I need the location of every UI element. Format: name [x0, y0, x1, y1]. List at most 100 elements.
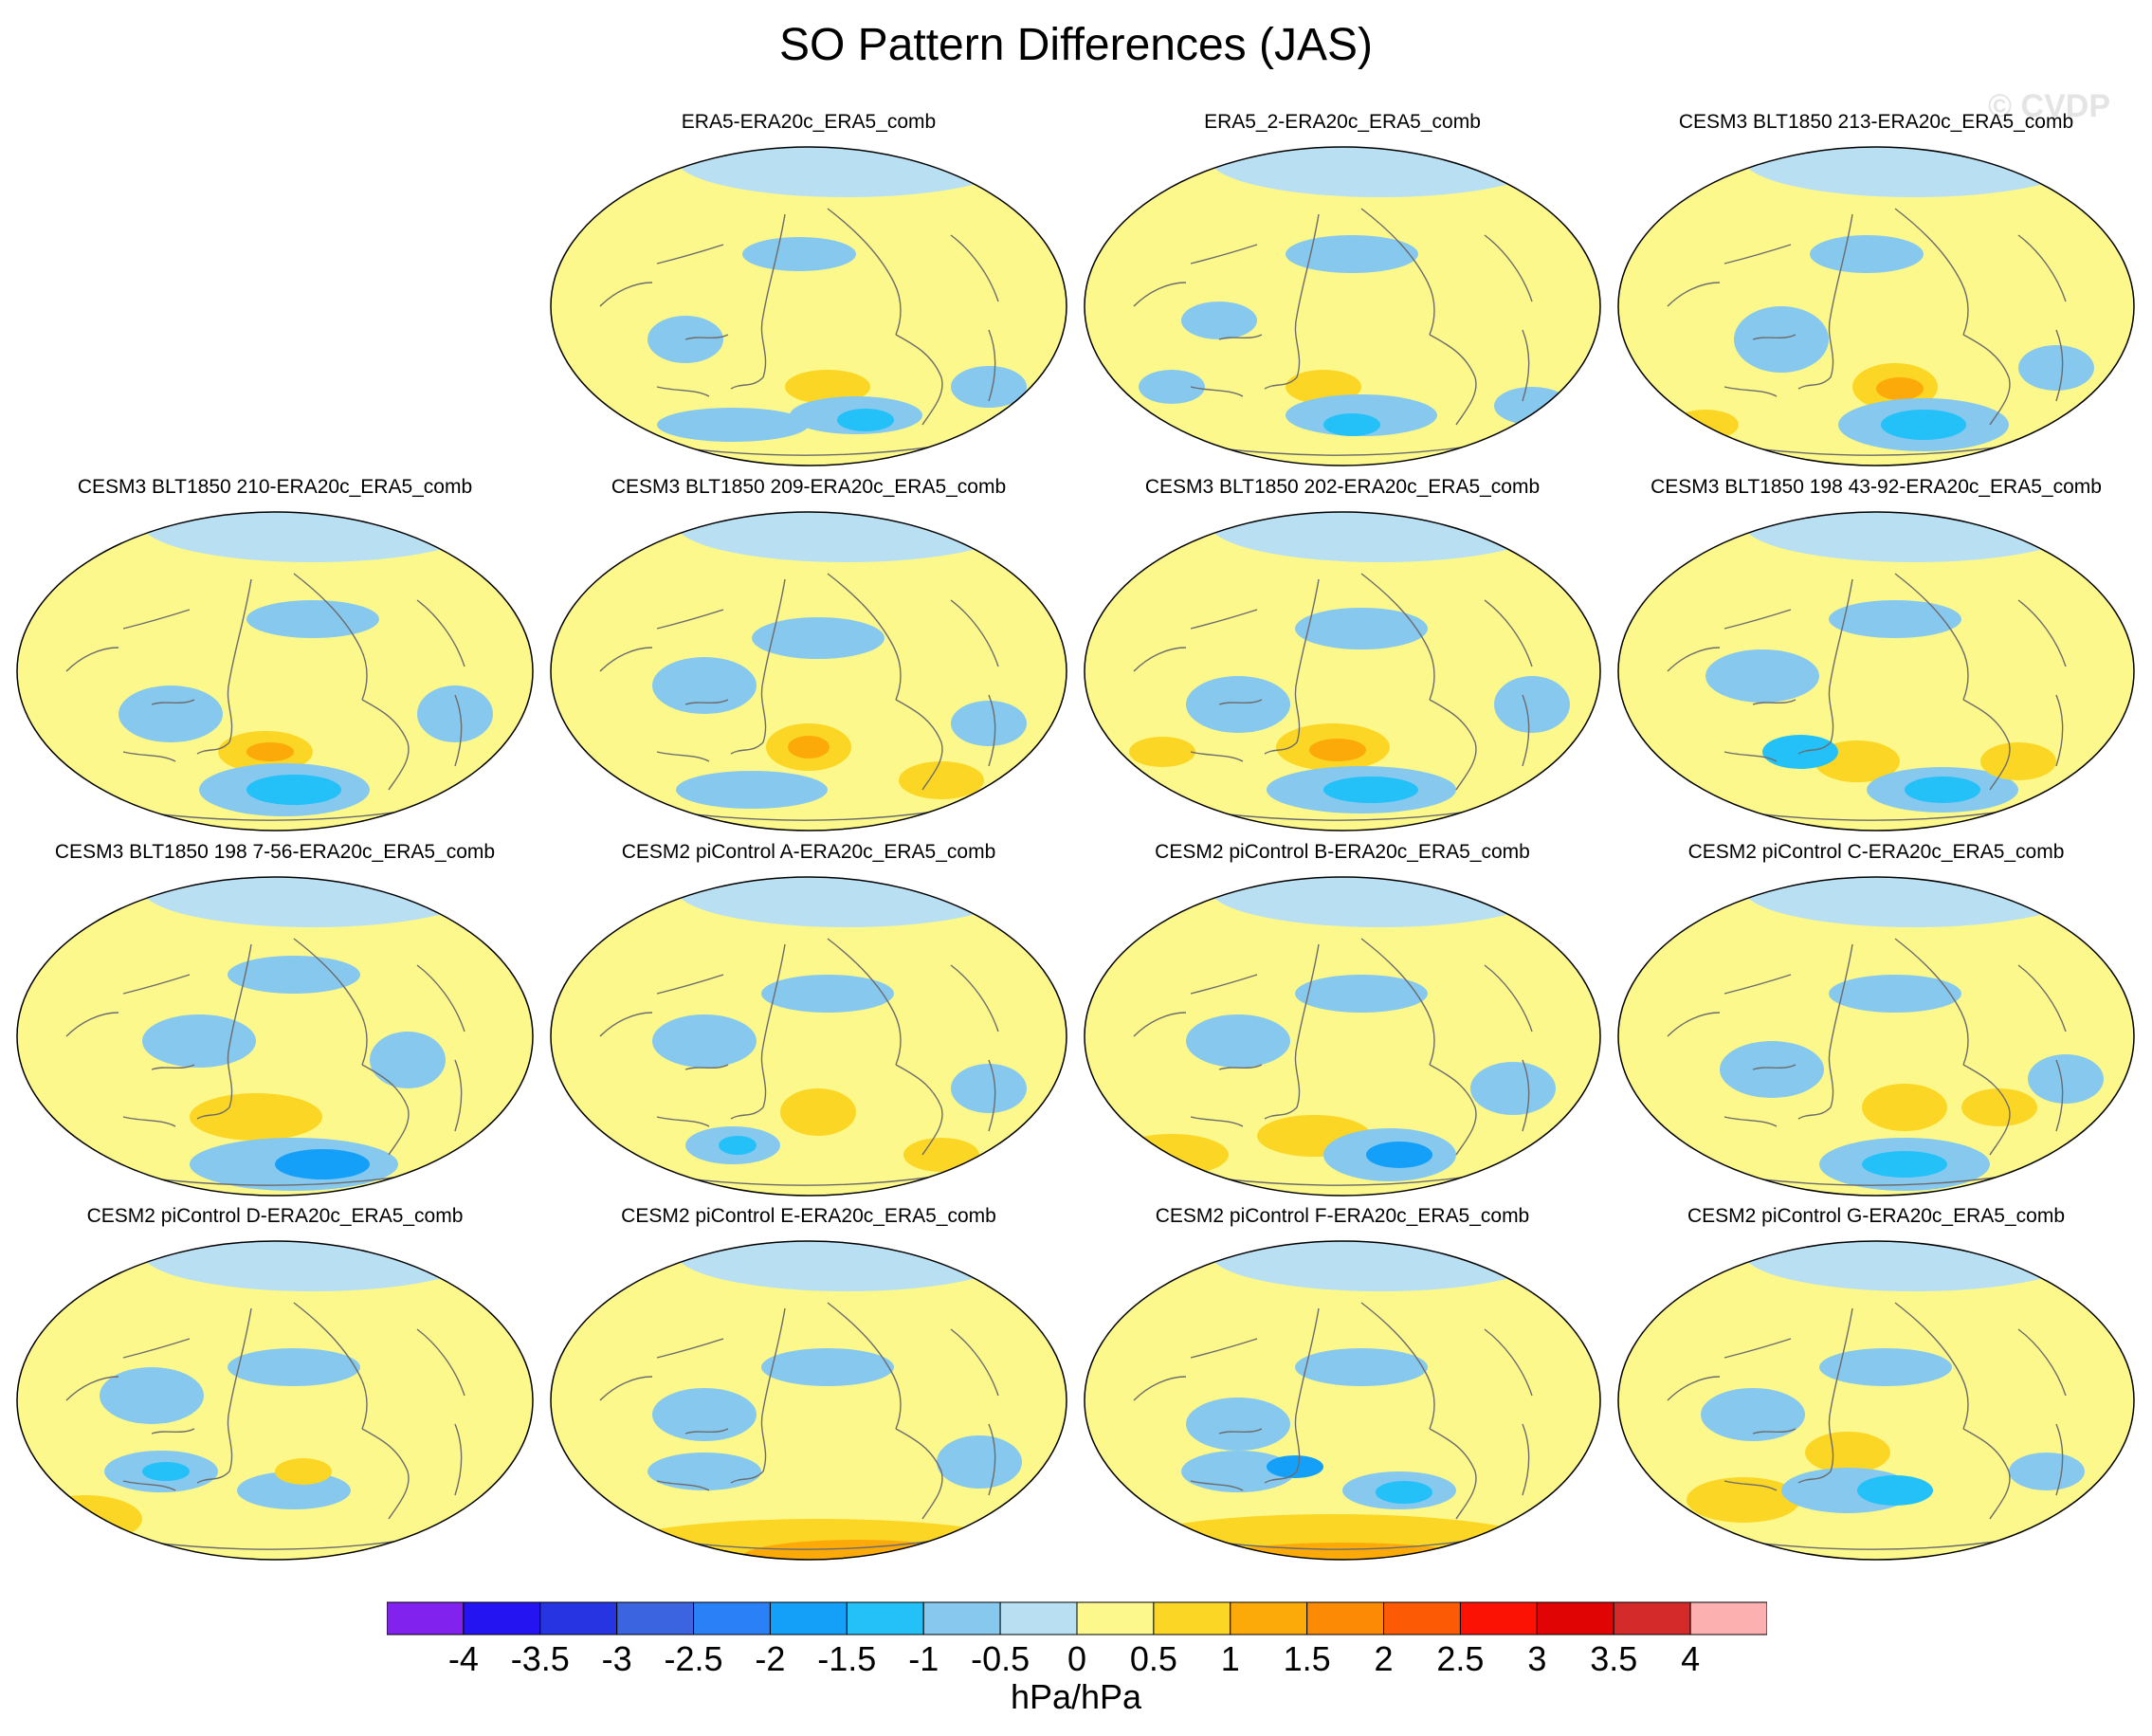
panel-title: CESM2 piControl D-ERA20c_ERA5_comb — [86, 1205, 464, 1227]
coastline — [1667, 1012, 1721, 1037]
colorbar-segment — [539, 1601, 618, 1635]
anomaly-contour — [417, 685, 493, 742]
globe-outline — [550, 146, 1067, 466]
colorbar-tick-label: -1.5 — [817, 1639, 877, 1678]
anomaly-contour — [761, 975, 894, 1013]
coastline — [361, 1064, 410, 1156]
panel-title: CESM2 piControl F-ERA20c_ERA5_comb — [1155, 1205, 1530, 1227]
coastline — [1484, 1328, 1533, 1397]
coastline — [1522, 1423, 1530, 1496]
figure-title: SO Pattern Differences (JAS) — [778, 20, 1373, 70]
anomaly-contour — [652, 1388, 757, 1441]
coastline — [122, 974, 191, 995]
anomaly-contour — [1376, 1481, 1432, 1504]
coastline — [1294, 578, 1320, 743]
coastline — [950, 234, 999, 302]
anomaly-contour — [1115, 1134, 1229, 1176]
coastline — [122, 609, 191, 630]
coastline — [599, 1376, 653, 1401]
colorbar-segment — [1459, 1601, 1538, 1635]
anomaly-contour — [246, 600, 379, 638]
coastline — [2055, 329, 2064, 402]
colorbar-tick-label: -0.5 — [971, 1639, 1030, 1678]
coastline — [1828, 213, 1853, 378]
anomaly-contour — [652, 657, 757, 714]
colorbar-segment — [616, 1601, 695, 1635]
coastline — [950, 599, 999, 667]
coastline — [760, 1307, 786, 1472]
coastline — [1294, 943, 1320, 1108]
coastline — [1962, 699, 2011, 791]
panel-title: CESM3 BLT1850 213-ERA20c_ERA5_comb — [1678, 111, 2074, 133]
map-panel: CESM3 BLT1850 213-ERA20c_ERA5_comb — [1611, 110, 2142, 475]
anomaly-contour — [1720, 1041, 1824, 1098]
coastline — [827, 938, 902, 1066]
coastline — [2017, 234, 2067, 302]
coastline — [1190, 1480, 1244, 1491]
anomaly-contour — [1295, 1348, 1428, 1386]
anomaly-contour — [647, 1453, 761, 1490]
coastline — [1797, 1106, 1832, 1120]
panel-title: CESM3 BLT1850 202-ERA20c_ERA5_comb — [1144, 476, 1541, 498]
coastline — [1429, 1428, 1477, 1520]
coastline — [1264, 1106, 1298, 1120]
anomaly-contour — [1366, 1142, 1432, 1168]
globe-map — [550, 146, 1067, 466]
map-panel: CESM2 piControl F-ERA20c_ERA5_comb — [1077, 1204, 1608, 1569]
anomaly-contour — [1295, 975, 1428, 1013]
anomaly-contour — [752, 617, 885, 659]
anomaly-contour — [676, 771, 828, 809]
anomaly-contour — [142, 1014, 256, 1068]
coastline — [151, 1428, 195, 1434]
coastline — [227, 943, 252, 1108]
coastline — [1190, 609, 1258, 630]
coastline — [416, 1328, 465, 1397]
coastline — [1828, 943, 1853, 1108]
globe-outline — [1084, 511, 1601, 831]
colorbar-segment — [1306, 1601, 1385, 1635]
anomaly-contour — [1200, 1543, 1485, 1560]
globe-map — [16, 511, 534, 831]
coastline — [988, 329, 996, 402]
anomaly-contour — [1876, 377, 1924, 400]
coastline — [656, 751, 710, 762]
colorbar-segment — [693, 1601, 771, 1635]
panel-title: ERA5-ERA20c_ERA5_comb — [681, 111, 937, 133]
coastline — [151, 1539, 409, 1550]
coastline — [1360, 1302, 1435, 1430]
coastline — [1218, 1175, 1476, 1186]
coastline — [950, 964, 999, 1032]
colorbar-tick-label: 4 — [1681, 1639, 1701, 1678]
coastline — [1828, 1307, 1853, 1472]
anomaly-contour — [119, 685, 223, 742]
panel-title: CESM3 BLT1850 210-ERA20c_ERA5_comb — [77, 476, 473, 498]
globe-outline — [1084, 1240, 1601, 1561]
coastline — [1190, 974, 1258, 995]
globe-map — [1084, 511, 1601, 831]
anomaly-contour — [951, 701, 1027, 746]
coastline — [1962, 334, 2011, 426]
coastline — [65, 647, 119, 672]
colorbar-segment — [1536, 1601, 1614, 1635]
anomaly-contour — [657, 408, 809, 442]
coastline — [1797, 1471, 1832, 1484]
panel-title: CESM2 piControl A-ERA20c_ERA5_comb — [621, 841, 996, 863]
globe-outline — [550, 1240, 1067, 1561]
anomaly-contour — [100, 1367, 204, 1424]
colorbar-segment — [999, 1601, 1078, 1635]
anomaly-contour — [761, 1348, 894, 1386]
anomaly-contour — [275, 1458, 332, 1485]
coastline — [1294, 1307, 1320, 1472]
anomaly-contour — [1129, 737, 1195, 767]
coastline — [1218, 1428, 1263, 1434]
coastline — [895, 1428, 943, 1520]
panel-title: CESM2 piControl B-ERA20c_ERA5_comb — [1155, 841, 1530, 863]
coastline — [151, 810, 409, 821]
coastline — [1752, 699, 1796, 705]
globe-map — [1084, 146, 1601, 466]
coastline — [988, 1059, 996, 1132]
coastline — [1264, 741, 1298, 755]
coastline — [1484, 599, 1533, 667]
anomaly-contour — [1309, 739, 1366, 761]
coastline — [1522, 1059, 1530, 1132]
